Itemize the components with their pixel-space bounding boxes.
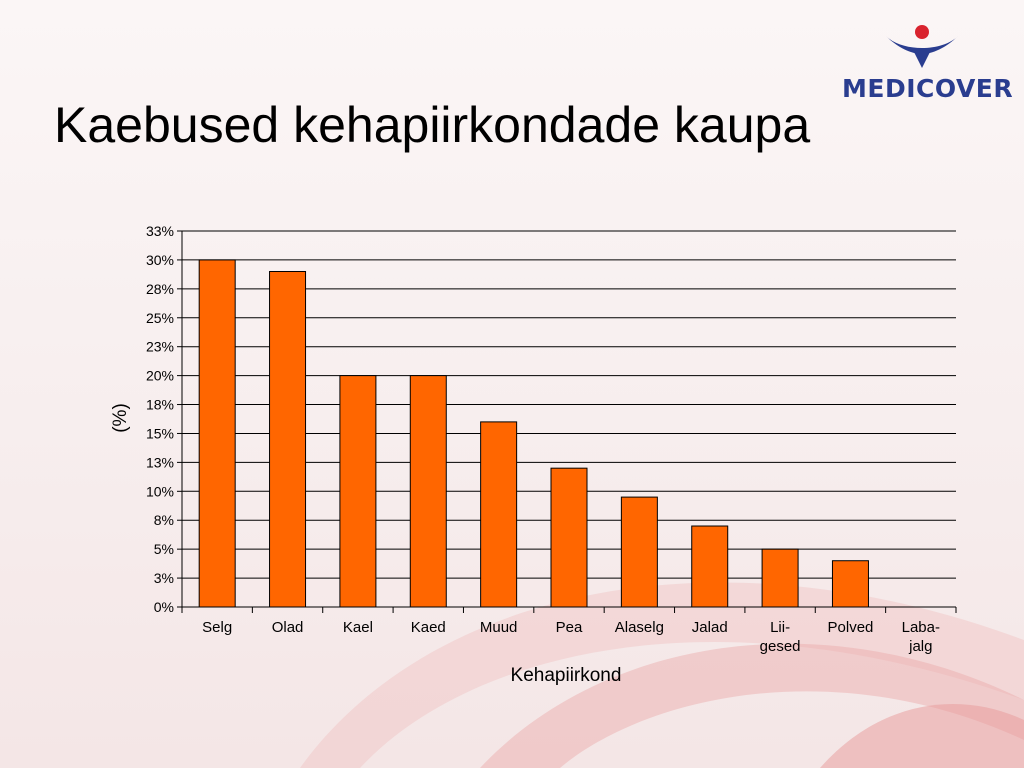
y-tick-label: 15% [146,425,174,441]
x-tick-label: Selg [202,619,232,636]
y-tick-label: 10% [146,483,174,499]
x-tick-label: Polved [828,619,874,636]
y-tick-label: 18% [146,397,174,413]
y-tick-label: 3% [154,570,174,586]
y-tick-label: 0% [154,599,174,615]
bar [691,525,729,608]
x-tick-label: Laba-jalg [902,619,940,655]
bar [761,548,799,608]
y-tick-label: 8% [154,512,174,528]
logo-wordmark: MEDICOVER [842,74,1014,103]
x-tick-label: Muud [480,619,518,636]
x-tick-label: Olad [272,619,304,636]
bar [620,496,658,608]
y-tick-label: 13% [146,454,174,470]
x-tick-label: Kael [343,619,373,636]
slide-title: Kaebused kehapiirkondade kaupa [54,97,811,153]
y-tick-label: 30% [146,252,174,268]
x-tick-label: Kaed [411,619,446,636]
y-tick-label: 20% [146,368,174,384]
medicover-logo: MEDICOVER [842,18,1014,108]
bar [409,375,447,608]
x-tick-labels: Selg Olad Kael Kaed Muud Pea Alaselg Jalad Lii-g… [202,619,940,655]
bar [339,375,377,608]
medicover-person-icon [886,25,958,68]
y-tick-label: 33% [146,223,174,239]
y-tick-label: 25% [146,310,174,326]
bar [480,421,518,608]
bar [831,560,869,608]
x-tick-label: Alaselg [615,619,664,636]
y-tick-labels: 0% 3% 5% 8% 10% 13% 15% 18% 20% 23% 25% 28% 30% 33% [146,223,174,615]
bar [198,259,236,608]
bars [198,259,869,608]
y-tick-label: 5% [154,541,174,557]
x-tick-label: Pea [556,619,583,636]
bar [269,270,307,608]
y-tick-label: 23% [146,339,174,355]
y-tick-label: 28% [146,281,174,297]
y-axis-label: (%) [110,403,131,433]
bar [550,467,588,608]
x-tick-label: Jalad [692,619,728,636]
x-tick-label: Lii-gesed [760,619,801,655]
x-axis-label: Kehapiirkond [511,665,622,686]
